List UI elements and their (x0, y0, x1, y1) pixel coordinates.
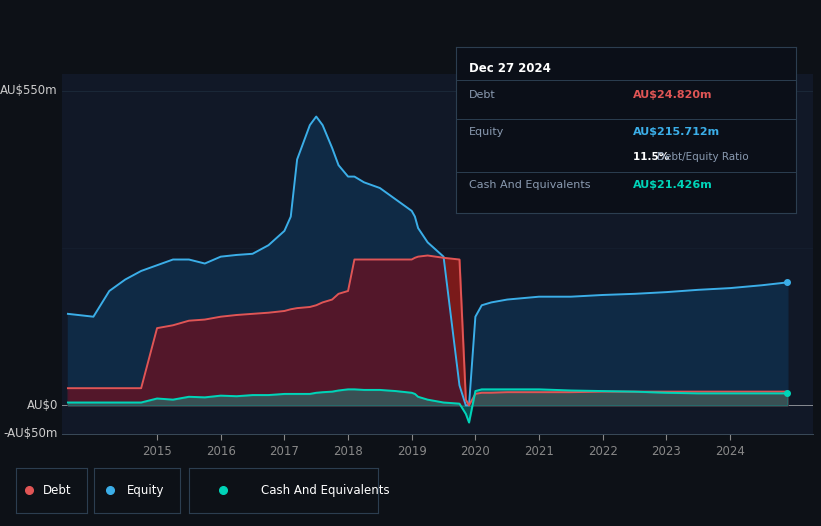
Text: Dec 27 2024: Dec 27 2024 (470, 62, 551, 75)
Text: Debt: Debt (44, 484, 72, 497)
Text: 11.5%: 11.5% (633, 151, 672, 161)
Text: AU$215.712m: AU$215.712m (633, 127, 720, 137)
Text: AU$0: AU$0 (26, 399, 57, 412)
Text: Equity: Equity (127, 484, 164, 497)
Text: Equity: Equity (470, 127, 505, 137)
Text: AU$21.426m: AU$21.426m (633, 180, 713, 190)
Text: Cash And Equivalents: Cash And Equivalents (260, 484, 389, 497)
Text: Cash And Equivalents: Cash And Equivalents (470, 180, 591, 190)
Text: -AU$50m: -AU$50m (3, 428, 57, 440)
Text: AU$550m: AU$550m (0, 84, 57, 97)
Text: AU$24.820m: AU$24.820m (633, 90, 713, 100)
Text: Debt/Equity Ratio: Debt/Equity Ratio (657, 151, 748, 161)
Text: Debt: Debt (470, 90, 496, 100)
